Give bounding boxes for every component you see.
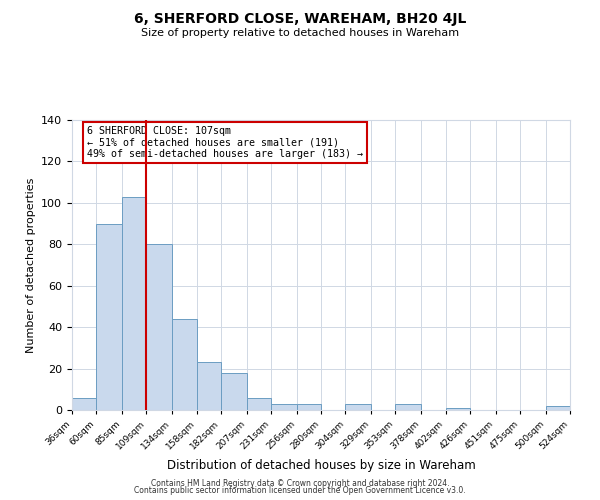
Text: Size of property relative to detached houses in Wareham: Size of property relative to detached ho… — [141, 28, 459, 38]
Text: Contains public sector information licensed under the Open Government Licence v3: Contains public sector information licen… — [134, 486, 466, 495]
Bar — [221, 372, 247, 410]
Text: 6 SHERFORD CLOSE: 107sqm
← 51% of detached houses are smaller (191)
49% of semi-: 6 SHERFORD CLOSE: 107sqm ← 51% of detach… — [87, 126, 363, 159]
Bar — [72, 398, 97, 410]
Bar — [172, 319, 197, 410]
Text: Contains HM Land Registry data © Crown copyright and database right 2024.: Contains HM Land Registry data © Crown c… — [151, 478, 449, 488]
Bar — [97, 224, 122, 410]
Bar — [395, 404, 421, 410]
Bar — [122, 196, 146, 410]
Bar — [346, 404, 371, 410]
Bar — [247, 398, 271, 410]
Y-axis label: Number of detached properties: Number of detached properties — [26, 178, 35, 352]
Bar — [296, 404, 321, 410]
Bar — [271, 404, 296, 410]
Text: 6, SHERFORD CLOSE, WAREHAM, BH20 4JL: 6, SHERFORD CLOSE, WAREHAM, BH20 4JL — [134, 12, 466, 26]
X-axis label: Distribution of detached houses by size in Wareham: Distribution of detached houses by size … — [167, 460, 475, 472]
Bar — [445, 408, 470, 410]
Bar — [197, 362, 221, 410]
Bar — [146, 244, 172, 410]
Bar — [545, 406, 570, 410]
